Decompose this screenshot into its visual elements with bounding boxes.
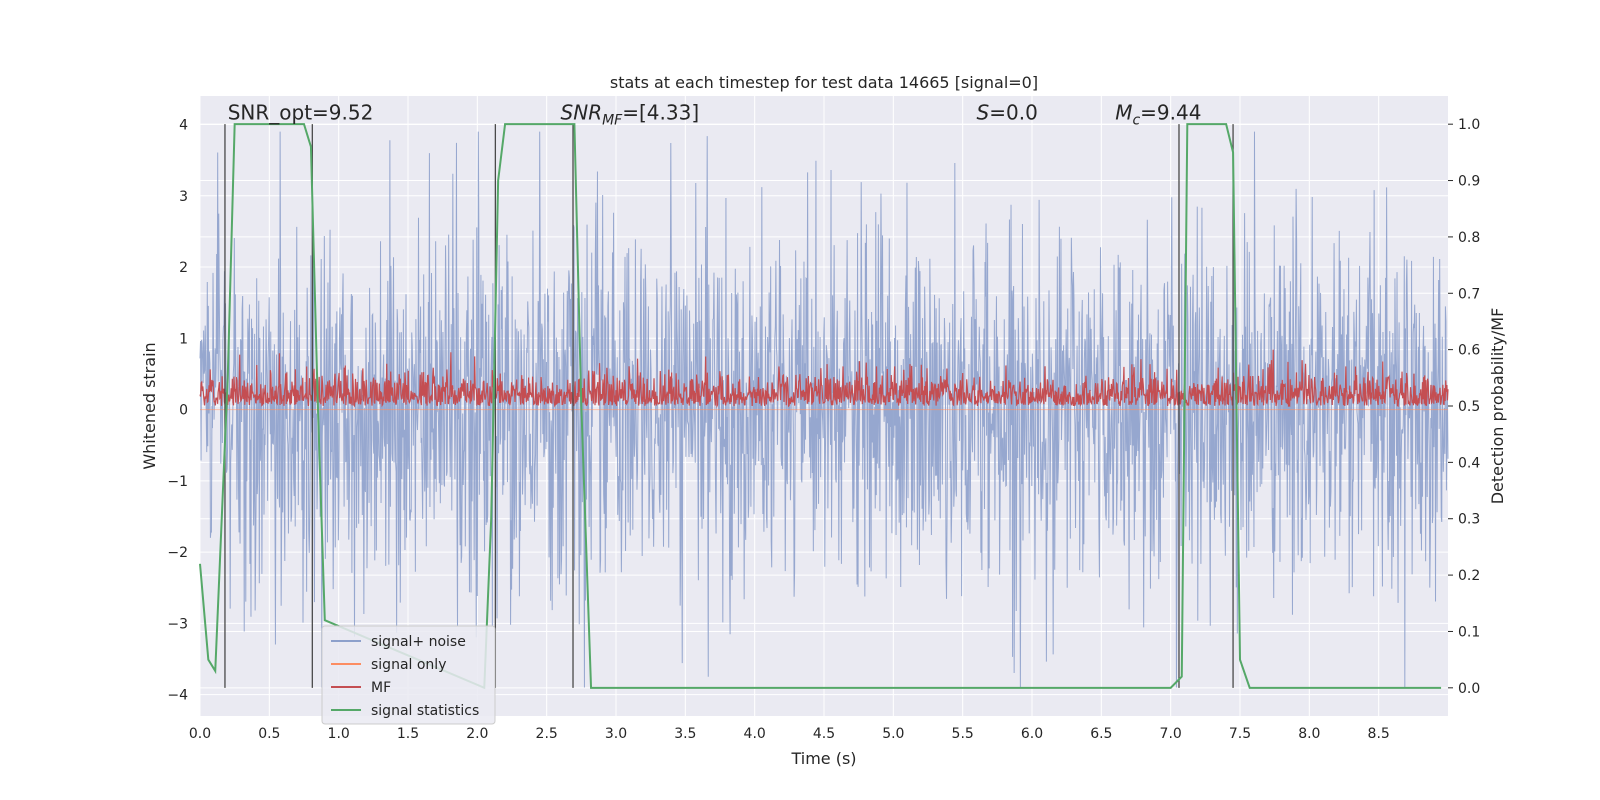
x-tick-label: 8.0 <box>1298 726 1320 742</box>
y-right-tick-label: 1.0 <box>1458 117 1480 133</box>
y-axis-right-ticks: 0.0 0.1 0.2 0.3 0.4 0.5 0.6 0.7 0.8 0.9 1.0 <box>1448 117 1480 697</box>
legend-label-signal-noise: signal+ noise <box>371 634 466 650</box>
legend-box <box>321 625 496 725</box>
y-right-tick-label: 0.0 <box>1458 681 1480 697</box>
x-tick-label: 6.5 <box>1090 726 1112 742</box>
annotation-text: SNR_opt=9.52 <box>228 100 374 124</box>
legend-label-signal-statistics: signal statistics <box>371 703 479 719</box>
x-tick-label: 7.5 <box>1229 726 1251 742</box>
y-axis-left-ticks: −4 −3 −2 −1 0 1 2 3 4 <box>167 118 188 704</box>
y-right-tick-label: 0.2 <box>1458 568 1480 584</box>
x-tick-label: 3.5 <box>674 726 696 742</box>
series-line-signal-noise <box>199 131 1449 688</box>
x-axis-label: Time (s) <box>790 749 856 768</box>
series-mf <box>199 349 1449 409</box>
x-tick-label: 8.5 <box>1368 726 1390 742</box>
y-right-tick-label: 0.8 <box>1458 230 1480 246</box>
y-right-tick-label: 0.5 <box>1458 399 1480 415</box>
y-left-tick-label: 1 <box>179 331 188 347</box>
y-left-tick-label: −2 <box>167 545 188 561</box>
x-tick-label: 0.0 <box>189 726 211 742</box>
x-tick-label: 4.0 <box>744 726 766 742</box>
x-tick-label: 7.0 <box>1160 726 1182 742</box>
annotation-text: S=0.0 <box>977 100 1038 124</box>
y-right-tick-label: 0.4 <box>1458 455 1480 471</box>
x-tick-label: 0.5 <box>258 726 280 742</box>
x-tick-label: 5.5 <box>952 726 974 742</box>
y-right-tick-label: 0.7 <box>1458 286 1480 302</box>
y-right-tick-label: 0.9 <box>1458 174 1480 190</box>
y-right-tick-label: 0.6 <box>1458 343 1480 359</box>
y-axis-left-label: Whitened strain <box>140 342 159 469</box>
series-line-signal-statistics <box>199 123 1442 690</box>
y-left-tick-label: −1 <box>167 474 188 490</box>
y-left-tick-label: −4 <box>167 688 188 704</box>
series-signal-statistics <box>199 123 1442 690</box>
annotation-text: Mc=9.44 <box>1115 100 1201 128</box>
y-left-tick-label: 3 <box>179 189 188 205</box>
x-tick-label: 3.0 <box>605 726 627 742</box>
series-line-mf <box>199 349 1449 409</box>
y-right-tick-label: 0.3 <box>1458 512 1480 528</box>
series-signal-noise <box>199 131 1449 688</box>
x-tick-label: 4.5 <box>813 726 835 742</box>
y-left-tick-label: 2 <box>179 260 188 276</box>
x-tick-label: 6.0 <box>1021 726 1043 742</box>
y-left-tick-label: 4 <box>179 118 188 134</box>
x-axis-ticks: 0.0 0.5 1.0 1.5 2.0 2.5 3.0 3.5 4.0 4.5 5.0 5.5 6.0 6… <box>189 726 1390 742</box>
y-left-tick-label: −3 <box>167 616 188 632</box>
x-tick-label: 5.0 <box>882 726 904 742</box>
annotations: SNR_opt=9.52 SNRMF=[4.33] S=0.0 Mc=9.44 <box>228 100 1202 128</box>
y-left-tick-label: 0 <box>179 403 188 419</box>
legend: signal+ noise signal only MF signal stat… <box>321 625 496 725</box>
x-tick-label: 2.5 <box>536 726 558 742</box>
y-axis-right-label: Detection probability/MF <box>1488 308 1507 505</box>
x-tick-label: 1.5 <box>397 726 419 742</box>
chart-title: stats at each timestep for test data 146… <box>610 73 1038 92</box>
x-tick-label: 1.0 <box>328 726 350 742</box>
legend-label-signal-only: signal only <box>371 657 446 673</box>
legend-label-mf: MF <box>371 680 391 696</box>
annotation-text: SNRMF=[4.33] <box>561 100 700 128</box>
x-tick-label: 2.0 <box>466 726 488 742</box>
y-right-tick-label: 0.1 <box>1458 624 1480 640</box>
